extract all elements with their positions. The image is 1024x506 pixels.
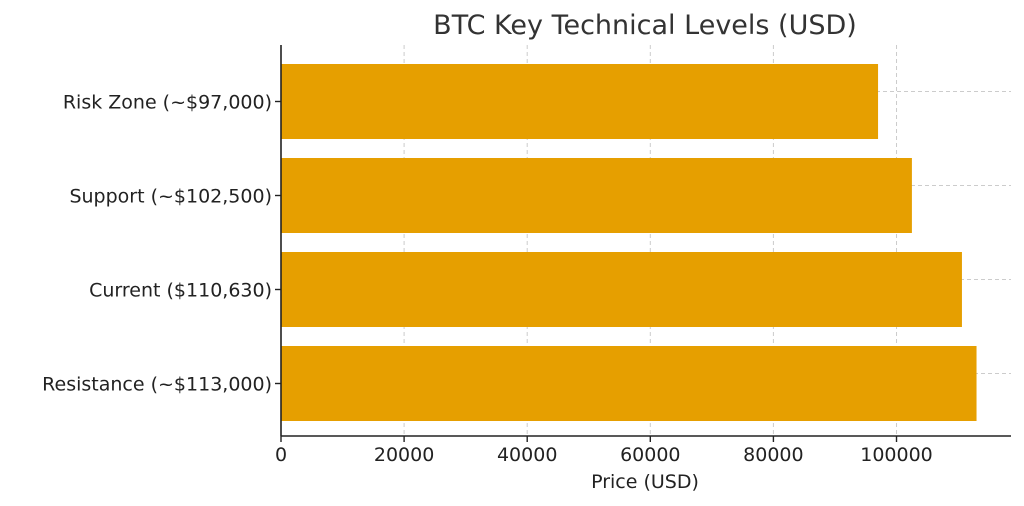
x-tick-labels: 0 20000 40000 60000 80000 100000 xyxy=(275,444,933,466)
chart-title: BTC Key Technical Levels (USD) xyxy=(433,10,857,41)
bar-3 xyxy=(281,346,977,421)
x-tick-label-2: 40000 xyxy=(497,444,557,466)
x-tick-label-3: 60000 xyxy=(620,444,680,466)
bar-0 xyxy=(281,64,879,139)
bar-2 xyxy=(281,252,962,327)
axes xyxy=(275,45,1011,442)
category-label-3: Resistance (~$113,000) xyxy=(42,374,272,396)
bar-1 xyxy=(281,158,912,233)
bars xyxy=(281,64,977,421)
x-axis-label: Price (USD) xyxy=(591,471,699,493)
category-label-0: Risk Zone (~$97,000) xyxy=(63,92,272,114)
x-tick-label-0: 0 xyxy=(275,444,287,466)
x-tick-label-1: 20000 xyxy=(374,444,434,466)
x-tick-label-5: 100000 xyxy=(860,444,933,466)
category-label-1: Support (~$102,500) xyxy=(69,186,272,208)
category-label-2: Current ($110,630) xyxy=(89,280,272,302)
category-labels: Risk Zone (~$97,000) Support (~$102,500) C… xyxy=(42,92,272,396)
x-tick-label-4: 80000 xyxy=(743,444,803,466)
